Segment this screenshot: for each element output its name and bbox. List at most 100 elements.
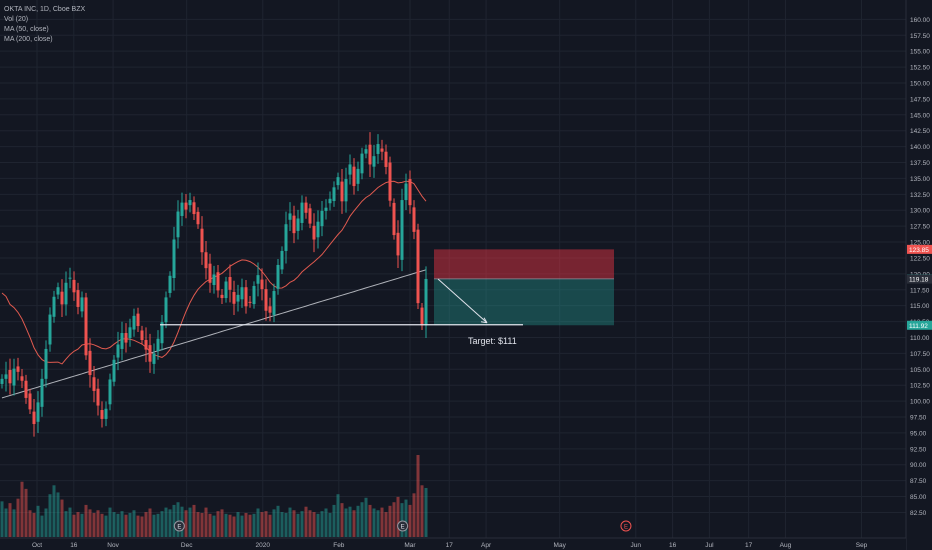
price-tick-label: 160.00 (910, 17, 930, 24)
candle-body (352, 166, 356, 187)
volume-bar (264, 511, 268, 537)
risk-reward-zones[interactable] (434, 249, 614, 326)
candle-body (276, 264, 280, 289)
candle-body (80, 297, 84, 312)
price-tick-label: 145.00 (910, 112, 930, 119)
ma200-line (1, 269, 427, 399)
volume-bar (364, 497, 368, 537)
grid-lines (0, 0, 906, 538)
time-tick-label: Jul (705, 542, 714, 549)
ma50-indicator-label[interactable]: MA (50, close) (4, 26, 49, 33)
candle-body (296, 218, 300, 231)
price-tick-label: 125.00 (910, 240, 930, 247)
candle-body (384, 151, 388, 167)
volume-bar (304, 506, 308, 537)
time-tick-label: Oct (32, 542, 42, 549)
volume-bar (392, 502, 396, 537)
candle-body (40, 378, 44, 407)
volume-bar (360, 502, 364, 537)
volume-bar (412, 493, 416, 537)
volume-bar (348, 506, 352, 537)
price-badge (907, 320, 932, 330)
price-tick-label: 135.00 (910, 176, 930, 183)
candle-body (0, 378, 4, 384)
candle-body (364, 149, 368, 154)
candle-body (160, 322, 164, 344)
price-tick-label: 100.00 (910, 399, 930, 406)
candle-body (168, 275, 172, 293)
volume-bar (152, 514, 156, 537)
price-tick-label: 87.50 (910, 478, 927, 485)
price-tick-label: 105.00 (910, 367, 930, 374)
candle-body (188, 200, 192, 206)
time-tick-label: 2020 (256, 542, 271, 549)
volume-bar (116, 513, 120, 537)
volume-bar (60, 499, 64, 537)
volume-bar (44, 508, 48, 537)
candle-body (28, 393, 32, 410)
volume-bar (100, 513, 104, 537)
candle-body (128, 327, 132, 339)
volume-bar (8, 503, 12, 537)
candle-body (192, 202, 196, 215)
time-tick-label: Apr (481, 542, 492, 549)
volume-bar (40, 515, 44, 537)
candle-body (420, 307, 424, 326)
candle-body (348, 164, 352, 175)
time-tick-label: Mar (404, 542, 416, 549)
candle-body (96, 388, 100, 406)
price-tick-label: 102.50 (910, 383, 930, 390)
volume-bar (312, 512, 316, 537)
candle-body (288, 213, 292, 220)
vol-indicator-label[interactable]: Vol (20) (4, 16, 29, 23)
candle-body (220, 294, 224, 299)
volume-bar (48, 494, 52, 537)
volume-bar (376, 510, 380, 537)
price-axis[interactable]: 160.00 157.50 155.00 152.50 150.00 147.50 145.… (905, 0, 932, 550)
volume-bar (272, 509, 276, 537)
candle-body (140, 330, 144, 341)
candle-body (112, 359, 116, 382)
volume-bar (212, 515, 216, 537)
candle-body (252, 285, 256, 305)
volume-bar (64, 511, 68, 537)
candle-body (24, 380, 28, 398)
candle-body (204, 252, 208, 269)
candle-body (56, 287, 60, 295)
candle-body (176, 211, 180, 238)
candle-body (208, 263, 212, 283)
volume-bar (280, 512, 284, 537)
volume-bar (300, 511, 304, 537)
volume-bars (0, 455, 428, 537)
candle-body (172, 239, 176, 278)
price-tick-label: 137.50 (910, 160, 930, 167)
volume-bar (12, 509, 16, 537)
candle-body (260, 279, 264, 290)
price-tick-label: 140.00 (910, 144, 930, 151)
candle-body (32, 411, 36, 425)
drawings[interactable]: Target: $111 (160, 278, 523, 346)
price-tick-label: 150.00 (910, 80, 930, 87)
volume-bar (188, 507, 192, 537)
volume-bar (240, 515, 244, 537)
volume-bar (224, 513, 228, 537)
volume-bar (192, 504, 196, 537)
candle-body (144, 340, 148, 350)
candle-body (200, 228, 204, 253)
candle-body (344, 179, 348, 202)
candle-body (396, 232, 400, 256)
volume-bar (416, 455, 420, 537)
candle-body (268, 306, 272, 313)
time-axis[interactable]: Oct 16 Nov Dec 2020 Feb Mar 17 Apr May Jun 16 Jul 17 A… (0, 537, 906, 550)
symbol-title[interactable]: OKTA INC, 1D, Cboe BZX (4, 6, 86, 13)
volume-bar (256, 508, 260, 537)
volume-bar (328, 512, 332, 537)
candle-body (136, 313, 140, 327)
candle-body (116, 344, 120, 358)
ma200-indicator-label[interactable]: MA (200, close) (4, 36, 53, 43)
price-tick-label: 152.50 (910, 65, 930, 72)
time-tick-label: 17 (446, 542, 454, 549)
candle-body (104, 408, 108, 419)
